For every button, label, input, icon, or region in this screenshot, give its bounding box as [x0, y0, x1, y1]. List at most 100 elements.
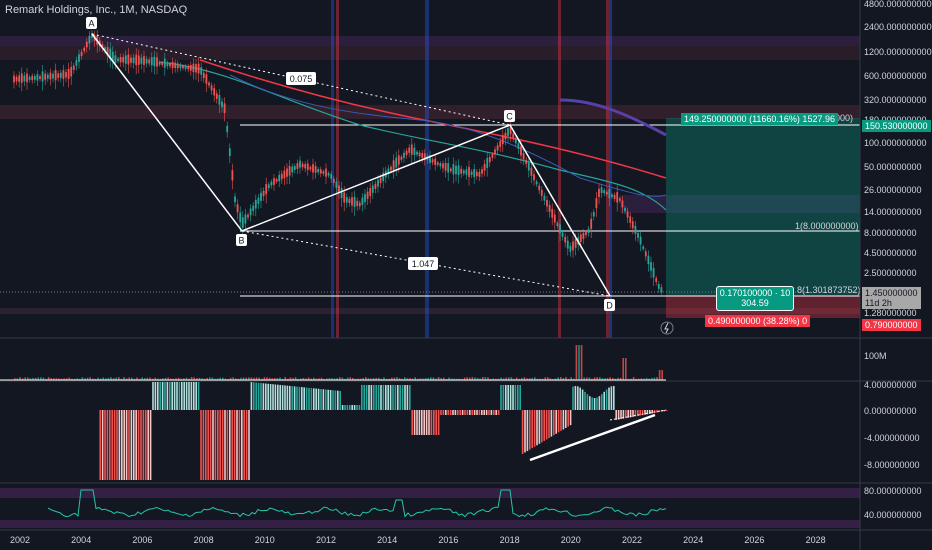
osc-bar — [423, 410, 425, 435]
time-axis[interactable]: 2002 2004 2006 2008 2010 2012 2014 2016 2018 2020… — [10, 535, 826, 545]
osc-bar — [437, 410, 440, 435]
candle-body — [104, 47, 106, 51]
candle-body — [153, 56, 156, 67]
osc-bar — [476, 410, 478, 415]
volume-bar — [601, 378, 604, 380]
osc-bar — [339, 390, 341, 410]
time-axis-label: 2014 — [377, 535, 397, 545]
volume-bar — [588, 377, 591, 380]
price-axis-label: 1.280000000 — [864, 308, 917, 318]
osc-bar — [514, 385, 517, 410]
lightning-icon[interactable] — [660, 321, 674, 335]
volume-bar — [157, 378, 159, 380]
candle-body — [161, 62, 164, 65]
osc-bar — [365, 385, 368, 410]
candle-body — [70, 66, 73, 77]
osc-bar — [418, 410, 421, 435]
osc-bar — [457, 410, 459, 415]
rsi-axis[interactable]: 80.000000000 40.000000000 — [864, 486, 922, 520]
osc-bar — [469, 410, 471, 415]
osc-bar — [197, 382, 200, 410]
osc-bar — [209, 410, 212, 480]
osc-bar — [298, 386, 301, 410]
volume-bar — [193, 377, 195, 380]
volume-bar — [27, 377, 29, 380]
oscillator-axis[interactable]: 4.000000000 0.000000000 -4.000000000 -8.000… — [864, 380, 920, 470]
osc-bar — [346, 405, 349, 410]
osc-bar — [634, 410, 637, 417]
osc-bar — [248, 410, 250, 480]
volume-bar — [281, 378, 284, 380]
volume-bar — [214, 378, 216, 380]
time-axis-label: 2012 — [316, 535, 336, 545]
osc-bar — [478, 410, 481, 415]
osc-bar — [622, 410, 625, 419]
volume-bar — [471, 377, 474, 380]
osc-bar — [574, 386, 577, 410]
candle-body — [512, 133, 515, 139]
osc-bar — [245, 410, 248, 480]
volume-bar — [612, 378, 614, 380]
osc-bar — [320, 389, 322, 410]
candle-body — [195, 64, 197, 73]
osc-bar — [598, 396, 601, 410]
volume-bar — [216, 378, 219, 380]
candle-body — [59, 72, 62, 78]
osc-bar — [149, 410, 152, 480]
candle-body — [145, 58, 148, 64]
volume-bar — [567, 378, 570, 380]
osc-bar — [178, 382, 181, 410]
candle-body — [618, 198, 621, 201]
candle-body — [325, 168, 327, 177]
osc-bar — [490, 410, 493, 415]
osc-bar — [411, 410, 413, 435]
candle-body — [481, 169, 483, 174]
osc-bar — [329, 389, 332, 410]
point-b: B — [236, 234, 247, 246]
volume-bar — [292, 378, 294, 380]
volume-bar — [164, 377, 167, 380]
volume-bar — [123, 377, 125, 380]
candle-body — [353, 196, 356, 207]
candle-body — [600, 187, 603, 193]
candle-body — [624, 207, 626, 212]
candle-body — [546, 200, 548, 207]
countdown: 11d 2h — [865, 298, 892, 308]
volume-bar — [396, 377, 398, 380]
candle-body — [166, 62, 169, 67]
candle-body — [54, 70, 57, 81]
candle-body — [434, 158, 437, 165]
candle-body — [15, 76, 18, 82]
volume-bar — [541, 378, 544, 380]
candle-body — [439, 163, 442, 167]
ma-red — [199, 59, 667, 179]
volume-bar — [261, 378, 263, 380]
position-badge[interactable]: 0.170100000 · 10 304.59 — [716, 286, 794, 311]
volume-bar — [175, 378, 177, 380]
volume-bar — [42, 377, 45, 380]
volume-bar — [102, 377, 104, 380]
volume-bar — [128, 377, 130, 380]
candle-body — [23, 75, 26, 82]
candle-body — [46, 74, 49, 79]
volume-bar — [435, 378, 437, 380]
candle-body — [457, 165, 460, 176]
candle-body — [652, 268, 655, 278]
osc-bar — [584, 391, 586, 410]
volume-bar — [201, 378, 203, 380]
candle-body — [322, 171, 325, 174]
osc-bar — [409, 385, 411, 410]
svg-text:B: B — [238, 236, 244, 246]
candle-body — [650, 262, 652, 271]
volume-bar — [573, 378, 575, 380]
candle-body — [533, 174, 535, 181]
volume-bar — [401, 378, 403, 380]
volume-bar — [32, 377, 34, 380]
candle-body — [364, 194, 366, 203]
rsi-axis-label: 40.000000000 — [864, 510, 922, 520]
osc-bar — [485, 410, 488, 415]
volume-bar — [552, 378, 554, 380]
osc-bar — [644, 410, 646, 415]
osc-bar — [541, 410, 543, 443]
